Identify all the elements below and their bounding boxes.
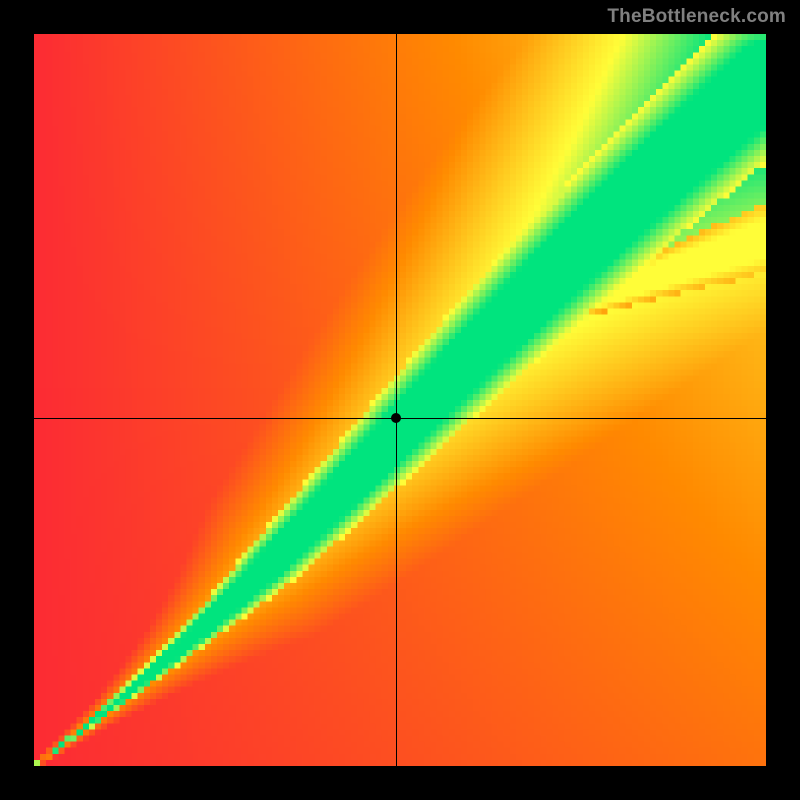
crosshair-vertical bbox=[396, 34, 397, 766]
bottleneck-heatmap bbox=[34, 34, 766, 766]
watermark-text: TheBottleneck.com bbox=[607, 6, 786, 28]
selected-point bbox=[391, 413, 401, 423]
